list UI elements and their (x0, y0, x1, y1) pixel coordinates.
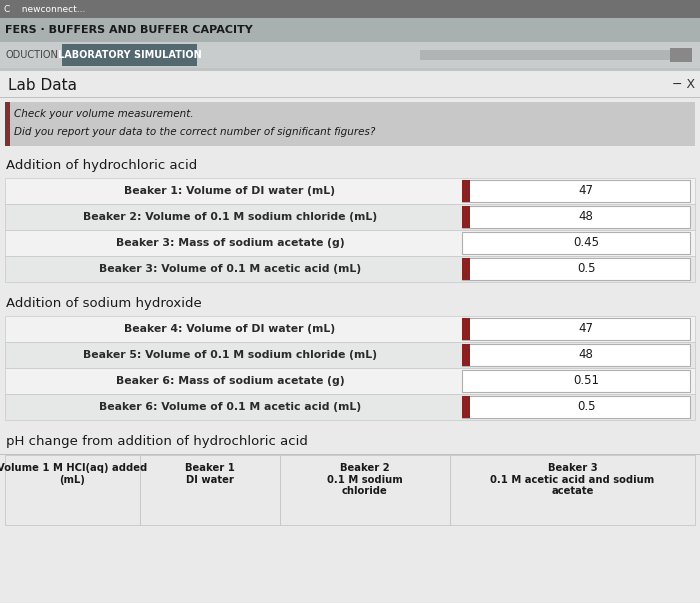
Text: Beaker 1
DI water: Beaker 1 DI water (185, 463, 235, 485)
FancyBboxPatch shape (5, 342, 695, 368)
FancyBboxPatch shape (5, 102, 695, 146)
Text: Lab Data: Lab Data (8, 78, 77, 93)
FancyBboxPatch shape (462, 206, 470, 228)
Text: LABORATORY SIMULATION: LABORATORY SIMULATION (57, 50, 202, 60)
Text: 0.45: 0.45 (573, 236, 599, 250)
Text: 47: 47 (578, 323, 594, 335)
FancyBboxPatch shape (462, 258, 690, 280)
FancyBboxPatch shape (670, 48, 692, 62)
Text: 0.51: 0.51 (573, 374, 599, 388)
Text: Beaker 2
0.1 M sodium
chloride: Beaker 2 0.1 M sodium chloride (327, 463, 403, 496)
Text: Beaker 2: Volume of 0.1 M sodium chloride (mL): Beaker 2: Volume of 0.1 M sodium chlorid… (83, 212, 377, 222)
Text: Beaker 4: Volume of DI water (mL): Beaker 4: Volume of DI water (mL) (125, 324, 335, 334)
FancyBboxPatch shape (5, 204, 695, 230)
FancyBboxPatch shape (420, 50, 675, 60)
Text: C    newconnect...: C newconnect... (4, 4, 85, 13)
Text: 0.5: 0.5 (577, 400, 595, 414)
Text: Volume 1 M HCl(aq) added
(mL): Volume 1 M HCl(aq) added (mL) (0, 463, 148, 485)
Text: Beaker 3: Mass of sodium acetate (g): Beaker 3: Mass of sodium acetate (g) (116, 238, 344, 248)
FancyBboxPatch shape (140, 455, 280, 525)
FancyBboxPatch shape (0, 454, 700, 455)
FancyBboxPatch shape (462, 370, 690, 392)
Text: Beaker 6: Volume of 0.1 M acetic acid (mL): Beaker 6: Volume of 0.1 M acetic acid (m… (99, 402, 361, 412)
Text: 48: 48 (579, 349, 594, 362)
Text: 0.5: 0.5 (577, 262, 595, 276)
Text: Beaker 6: Mass of sodium acetate (g): Beaker 6: Mass of sodium acetate (g) (116, 376, 344, 386)
FancyBboxPatch shape (462, 344, 690, 366)
FancyBboxPatch shape (462, 206, 690, 228)
Text: Did you report your data to the correct number of significant figures?: Did you report your data to the correct … (14, 127, 375, 137)
FancyBboxPatch shape (5, 455, 140, 525)
FancyBboxPatch shape (0, 97, 700, 98)
FancyBboxPatch shape (462, 232, 690, 254)
Text: Addition of sodium hydroxide: Addition of sodium hydroxide (6, 297, 202, 309)
FancyBboxPatch shape (462, 318, 470, 340)
FancyBboxPatch shape (0, 71, 700, 603)
Text: pH change from addition of hydrochloric acid: pH change from addition of hydrochloric … (6, 435, 308, 447)
FancyBboxPatch shape (5, 230, 695, 256)
FancyBboxPatch shape (5, 178, 695, 204)
FancyBboxPatch shape (462, 180, 470, 202)
Text: Addition of hydrochloric acid: Addition of hydrochloric acid (6, 159, 197, 171)
Text: Check your volume measurement.: Check your volume measurement. (14, 109, 194, 119)
FancyBboxPatch shape (280, 455, 450, 525)
FancyBboxPatch shape (462, 180, 690, 202)
FancyBboxPatch shape (5, 394, 695, 420)
FancyBboxPatch shape (462, 396, 690, 418)
Text: Beaker 3: Volume of 0.1 M acetic acid (mL): Beaker 3: Volume of 0.1 M acetic acid (m… (99, 264, 361, 274)
FancyBboxPatch shape (462, 396, 470, 418)
FancyBboxPatch shape (5, 256, 695, 282)
Text: 48: 48 (579, 210, 594, 224)
Text: 47: 47 (578, 185, 594, 198)
Text: Beaker 1: Volume of DI water (mL): Beaker 1: Volume of DI water (mL) (125, 186, 335, 196)
FancyBboxPatch shape (5, 368, 695, 394)
FancyBboxPatch shape (462, 318, 690, 340)
FancyBboxPatch shape (0, 42, 700, 68)
FancyBboxPatch shape (0, 428, 700, 454)
Text: ODUCTION: ODUCTION (6, 50, 59, 60)
Text: − X: − X (672, 78, 695, 90)
FancyBboxPatch shape (450, 455, 695, 525)
FancyBboxPatch shape (5, 316, 695, 342)
FancyBboxPatch shape (5, 102, 10, 146)
FancyBboxPatch shape (462, 344, 470, 366)
FancyBboxPatch shape (62, 44, 197, 66)
Text: Beaker 5: Volume of 0.1 M sodium chloride (mL): Beaker 5: Volume of 0.1 M sodium chlorid… (83, 350, 377, 360)
FancyBboxPatch shape (462, 258, 470, 280)
FancyBboxPatch shape (0, 68, 700, 71)
FancyBboxPatch shape (0, 152, 700, 178)
FancyBboxPatch shape (0, 290, 700, 316)
FancyBboxPatch shape (0, 18, 700, 42)
Text: Beaker 3
0.1 M acetic acid and sodium
acetate: Beaker 3 0.1 M acetic acid and sodium ac… (491, 463, 654, 496)
Text: FERS · BUFFERS AND BUFFER CAPACITY: FERS · BUFFERS AND BUFFER CAPACITY (5, 25, 253, 35)
FancyBboxPatch shape (0, 0, 700, 18)
